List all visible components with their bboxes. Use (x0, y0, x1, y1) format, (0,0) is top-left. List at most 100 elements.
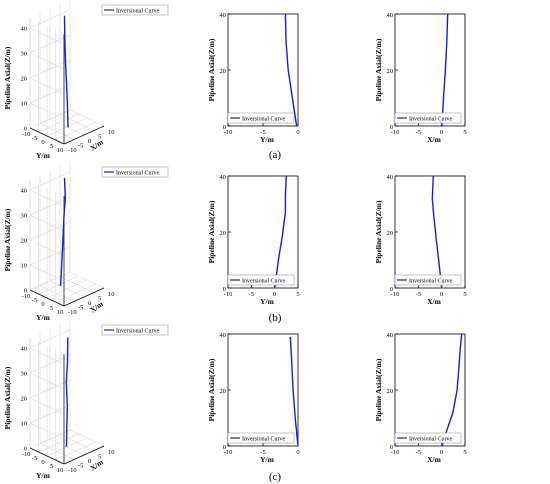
y-axis-label: Pipeline Axial(Z/m) (207, 38, 216, 101)
chart-b-yz: 0 20 40 -10 -5 0 5 Y/m Pipeline Axial(Z/m) Invers… (207, 174, 300, 306)
y-tick-label: 10 (57, 147, 64, 154)
x-tick-label: -10 (68, 309, 77, 316)
legend-label: Inversional Curve (242, 279, 285, 285)
legend-box (227, 274, 295, 286)
y-tick-label: -10 (22, 451, 31, 458)
plot-frame (394, 333, 466, 447)
x-tick-label: 5 (296, 291, 299, 298)
z-tick-label: 20 (21, 238, 28, 245)
y-tick-label: -5 (32, 297, 37, 304)
z-axis-label: Pipeline Axial(Z/m) (3, 366, 12, 429)
legend-label: Inversional Curve (242, 117, 285, 123)
z-tick-label: 0 (24, 126, 27, 133)
grid-line (69, 271, 105, 289)
legend-label: Inversional Curve (409, 279, 452, 285)
x-tick-label: -10 (224, 449, 233, 456)
y-axis (29, 447, 65, 465)
y-tick-label: -5 (32, 455, 37, 462)
legend-box (101, 166, 169, 178)
series-line-inversional-curve (284, 13, 298, 127)
legend: Inversional Curve (394, 274, 462, 286)
series-line-inversional-curve (65, 337, 69, 447)
grid-line (55, 441, 96, 461)
x-axis (63, 287, 105, 307)
y-axis-label: Pipeline Axial(Z/m) (374, 200, 383, 263)
legend-box (394, 274, 462, 286)
x-tick-label: -10 (391, 291, 400, 298)
panel-label-c: (c) (269, 471, 282, 483)
legend: Inversional Curve (394, 112, 462, 124)
chart-a-xz: 0 20 40 -10 -5 0 5 X/m Pipeline Axial(Z/m) Invers… (374, 12, 467, 144)
grid-line (46, 117, 88, 137)
x-tick-label: 10 (108, 129, 115, 136)
y-tick-label: -5 (32, 135, 37, 142)
legend-label: Inversional Curve (116, 171, 159, 177)
series-line-inversional-curve (441, 333, 463, 447)
y-tick-label: 40 (387, 174, 394, 181)
chart-b-xz: 0 20 40 -10 -5 0 5 X/m Pipeline Axial(Z/m) Invers… (374, 174, 467, 306)
y-tick-label: 0 (390, 286, 393, 293)
legend: Inversional Curve (101, 4, 169, 16)
x-tick-label: 5 (463, 291, 466, 298)
x-tick-label: -10 (68, 467, 77, 474)
x-tick-label: -10 (224, 129, 233, 136)
grid-line (69, 429, 105, 447)
x-tick-label: -5 (260, 129, 265, 136)
x-tick-label: 5 (98, 454, 101, 461)
legend-box (394, 112, 462, 124)
x-tick-label: -5 (78, 463, 83, 470)
grid-line (55, 121, 96, 141)
x-tick-label: 0 (88, 300, 91, 307)
z-tick-label: 0 (24, 446, 27, 453)
y-tick-label: 10 (57, 309, 64, 316)
grid-line (59, 276, 95, 293)
series-line-inversional-curve (59, 177, 67, 287)
plot-frame (394, 13, 466, 127)
y-tick-label: 40 (220, 332, 227, 339)
legend-label: Inversional Curve (242, 437, 285, 443)
x-axis-label: X/m (427, 297, 442, 306)
x-axis-label: Y/m (260, 135, 275, 144)
y-tick-label: 0 (41, 139, 44, 146)
x-tick-label: -5 (78, 143, 83, 150)
grid-line (46, 437, 88, 457)
y-axis-label: Pipeline Axial(Z/m) (374, 358, 383, 421)
x-tick-label: 0 (296, 129, 299, 136)
x-axis-label: Y/m (260, 455, 275, 464)
x-tick-label: -10 (391, 129, 400, 136)
y-tick-label: 40 (220, 12, 227, 19)
legend-label: Inversional Curve (116, 329, 159, 335)
legend: Inversional Curve (394, 432, 462, 444)
plot-frame (394, 175, 466, 289)
z-tick-label: 30 (21, 371, 28, 378)
legend-box (227, 432, 295, 444)
x-tick-label: 0 (296, 449, 299, 456)
y-axis-label: Pipeline Axial(Z/m) (374, 38, 383, 101)
x-tick-label: 0 (440, 291, 443, 298)
y-tick-label: 5 (50, 143, 53, 150)
y-tick-label: 0 (223, 444, 226, 451)
legend-label: Inversional Curve (409, 437, 452, 443)
y-tick-label: -10 (22, 131, 31, 138)
y-tick-label: 40 (387, 332, 394, 339)
x-tick-label: -10 (391, 449, 400, 456)
z-tick-label: 10 (21, 263, 28, 270)
z-tick-label: 30 (21, 213, 28, 220)
x-tick-label: -10 (68, 147, 77, 154)
z-tick-label: 40 (21, 188, 28, 195)
series-line-inversional-curve (289, 336, 299, 447)
x-tick-label: 5 (98, 134, 101, 141)
y-tick-label: 20 (220, 388, 227, 395)
grid-line (69, 109, 105, 127)
x-tick-label: -5 (416, 291, 421, 298)
x-axis-label: X/m (427, 455, 442, 464)
x-tick-label: -5 (416, 129, 421, 136)
chart-c-yz: 0 20 40 -10 -5 0 Y/m Pipeline Axial(Z/m) Inversi… (207, 332, 300, 464)
y-tick-label: 5 (50, 463, 53, 470)
x-tick-label: 0 (440, 129, 443, 136)
y-axis-label: Y/m (36, 313, 51, 322)
y-tick-label: 20 (387, 230, 394, 237)
legend: Inversional Curve (227, 274, 295, 286)
